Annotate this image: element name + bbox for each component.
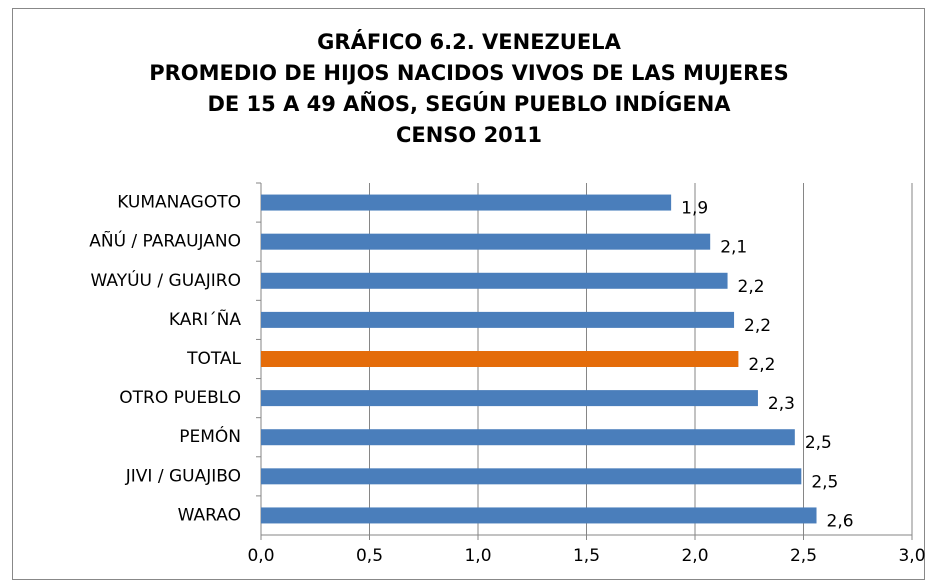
bar <box>261 468 802 485</box>
bar <box>261 311 735 328</box>
data-label: 2,2 <box>748 355 775 375</box>
bar <box>261 233 711 250</box>
data-label: 2,2 <box>738 277 765 297</box>
data-label: 2,6 <box>827 511 854 531</box>
y-tick-label: WARAO <box>178 505 241 525</box>
chart-title: CENSO 2011 <box>396 123 542 147</box>
chart-title: PROMEDIO DE HIJOS NACIDOS VIVOS DE LAS M… <box>149 61 789 85</box>
x-tick-label: 0,5 <box>356 546 383 566</box>
x-tick-label: 2,5 <box>790 546 817 566</box>
bar <box>261 429 795 446</box>
bar <box>261 507 817 524</box>
y-tick-label: WAYÚU / GUAJIRO <box>91 269 241 291</box>
data-label: 1,9 <box>681 199 708 219</box>
y-tick-label: TOTAL <box>186 349 241 369</box>
data-label: 2,5 <box>811 472 838 492</box>
y-tick-label: OTRO PUEBLO <box>119 388 241 408</box>
y-tick-label: AÑÚ / PARAUJANO <box>89 230 241 252</box>
y-tick-label: PEMÓN <box>179 425 241 447</box>
data-label: 2,1 <box>720 238 747 258</box>
y-tick-label: JIVI / GUAJIBO <box>125 466 241 486</box>
data-label: 2,3 <box>768 394 795 414</box>
bar <box>261 272 728 289</box>
y-tick-label: KARI´ÑA <box>169 308 242 330</box>
bar <box>261 351 739 367</box>
x-tick-label: 0,0 <box>247 546 274 566</box>
x-tick-label: 1,0 <box>464 546 491 566</box>
y-tick-label: KUMANAGOTO <box>117 193 241 213</box>
data-label: 2,2 <box>744 316 771 336</box>
data-label: 2,5 <box>805 433 832 453</box>
bar <box>261 390 758 407</box>
bar <box>261 194 672 211</box>
x-tick-label: 2,0 <box>681 546 708 566</box>
x-tick-label: 1,5 <box>573 546 600 566</box>
chart-title: DE 15 A 49 AÑOS, SEGÚN PUEBLO INDÍGENA <box>207 91 731 116</box>
x-tick-label: 3,0 <box>898 546 925 566</box>
chart-title: GRÁFICO 6.2. VENEZUELA <box>317 29 621 54</box>
